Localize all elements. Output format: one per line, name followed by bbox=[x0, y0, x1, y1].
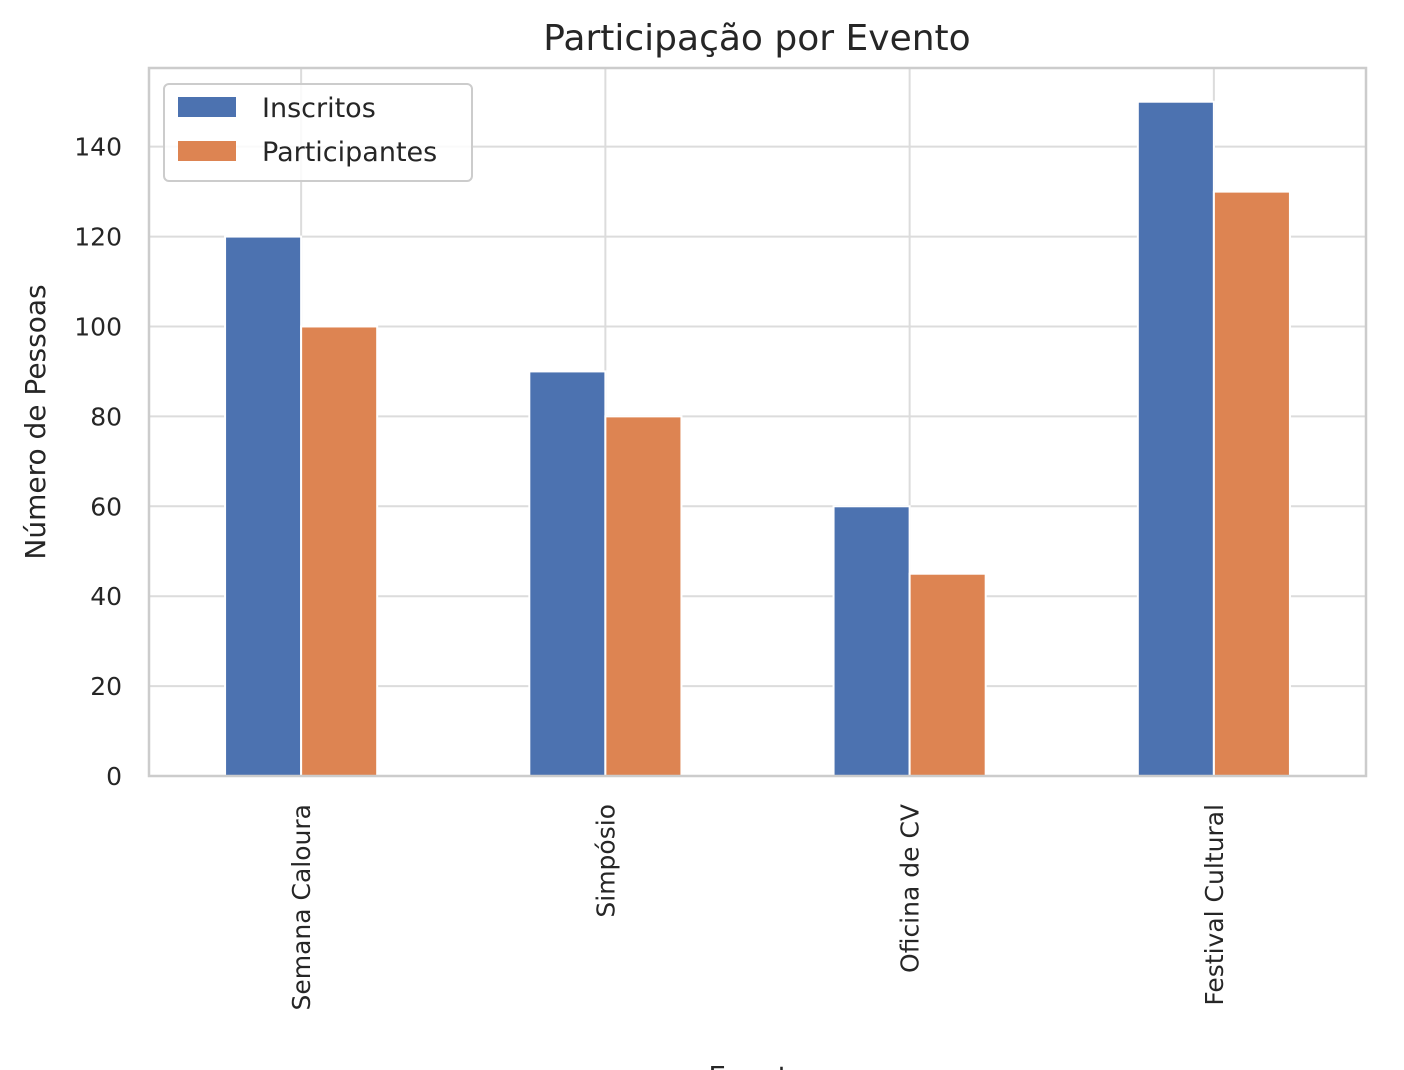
bar-participantes-3[interactable] bbox=[1212, 190, 1291, 778]
y-tick-label: 40 bbox=[90, 582, 122, 611]
bar-inscritos-0[interactable] bbox=[224, 235, 303, 778]
legend-swatch-participantes bbox=[178, 141, 236, 161]
legend-label-participantes: Participantes bbox=[262, 137, 437, 168]
y-tick-label: 120 bbox=[74, 223, 122, 252]
y-tick-label: 140 bbox=[74, 133, 122, 162]
bar-participantes-0[interactable] bbox=[300, 325, 379, 777]
legend-swatch-inscritos bbox=[178, 97, 236, 117]
x-tick-label: Oficina de CV bbox=[896, 804, 925, 973]
y-tick-label: 20 bbox=[90, 672, 122, 701]
y-tick-label: 80 bbox=[90, 402, 122, 431]
x-tick-labels: Semana Caloura Simpósio Oficina de CV Festi… bbox=[287, 804, 1229, 1011]
bar-participantes-2[interactable] bbox=[908, 572, 987, 778]
y-tick-label: 60 bbox=[90, 492, 122, 521]
y-tick-label: 0 bbox=[106, 762, 122, 791]
legend[interactable]: Inscritos Participantes bbox=[163, 83, 473, 182]
y-tick-labels: 0 20 40 60 80 100 120 140 bbox=[74, 133, 122, 791]
x-axis-label: Evento bbox=[708, 1060, 805, 1070]
bar-inscritos-3[interactable] bbox=[1136, 100, 1215, 777]
x-tick-label: Festival Cultural bbox=[1200, 804, 1229, 1006]
legend-box bbox=[163, 83, 473, 182]
bar-inscritos-2[interactable] bbox=[832, 505, 911, 777]
plot-frame bbox=[147, 66, 1368, 778]
x-tick-label: Semana Caloura bbox=[287, 804, 316, 1011]
legend-label-inscritos: Inscritos bbox=[262, 93, 376, 124]
y-axis-label: Número de Pessoas bbox=[19, 284, 52, 559]
y-tick-label: 100 bbox=[74, 312, 122, 341]
bar-participantes-1[interactable] bbox=[604, 415, 683, 777]
x-tick-label: Simpósio bbox=[591, 804, 620, 918]
bars bbox=[224, 100, 1291, 778]
chart-title: Participação por Evento bbox=[543, 18, 970, 59]
bar-inscritos-1[interactable] bbox=[528, 370, 607, 777]
